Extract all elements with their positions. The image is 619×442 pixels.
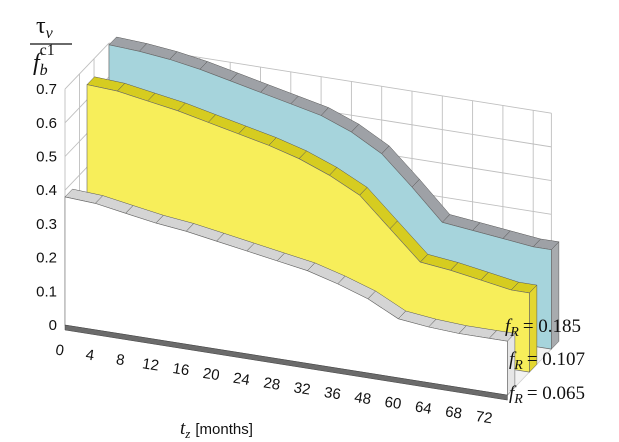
series-ribbon — [64, 188, 516, 396]
x-tick-label: 72 — [474, 408, 493, 427]
series-label-sub: R — [513, 358, 523, 373]
left-wall-gridline — [64, 42, 110, 90]
y-tick-label: 0.2 — [36, 250, 57, 267]
x-axis-label: tz [months] — [180, 418, 253, 441]
x-tick-label: 12 — [141, 355, 160, 374]
series-ribbons — [64, 36, 560, 396]
y-tick-label: 0.4 — [36, 182, 57, 199]
y-label-denominator-sup: c1 — [40, 42, 55, 59]
series-label: fR = 0.185 — [505, 316, 581, 340]
y-label-denominator: f — [33, 50, 43, 76]
series-label: fR = 0.065 — [509, 383, 585, 407]
x-tick-label: 20 — [202, 365, 221, 384]
series-label-value: = 0.107 — [527, 349, 585, 370]
y-label-numerator: τ — [36, 13, 46, 39]
y-label-numerator-sub: v — [46, 25, 54, 42]
series-label-var: f — [509, 349, 517, 370]
x-tick-label: 8 — [115, 351, 126, 369]
x-tick-label: 28 — [262, 374, 281, 393]
series-label-sub: R — [509, 325, 519, 340]
y-tick-label: 0.1 — [36, 283, 57, 300]
y-tick-label: 0 — [49, 317, 57, 334]
series-label-value: = 0.185 — [523, 316, 581, 337]
y-axis-label: τv fb c1 — [30, 13, 72, 79]
x-tick-label: 16 — [171, 360, 190, 379]
x-tick-label: 48 — [353, 389, 372, 408]
y-tick-label: 0.5 — [36, 149, 57, 166]
series-label-sub: R — [513, 392, 523, 407]
x-tick-label: 4 — [85, 346, 96, 364]
y-tick-label: 0.6 — [36, 115, 57, 132]
ribbon-front-face — [64, 196, 508, 396]
series-label-value: = 0.065 — [527, 383, 585, 404]
x-tick-label: 36 — [323, 384, 342, 403]
svg-text:τv: τv — [36, 13, 54, 42]
axes: 00.10.20.30.40.50.60.70 4 8 12 16 20 24 28 32 36 4… — [36, 81, 508, 427]
y-tick-label: 0.7 — [36, 81, 57, 98]
x-tick-label: 60 — [383, 394, 402, 413]
series-label-var: f — [509, 383, 517, 404]
x-axis-base — [64, 324, 508, 401]
x-tick-label: 32 — [293, 379, 312, 398]
y-tick-label: 0.3 — [36, 216, 57, 233]
x-tick-label: 24 — [232, 370, 251, 389]
svg-text:fbc1: fb c1 — [33, 42, 55, 79]
series-label-var: f — [505, 316, 513, 337]
x-tick-label: 68 — [444, 403, 463, 422]
x-tick-label: 64 — [414, 398, 433, 417]
x-tick-label: 0 — [54, 342, 65, 360]
y-label-denominator-sub: b — [40, 62, 48, 79]
series-label: fR = 0.107 — [509, 349, 585, 373]
